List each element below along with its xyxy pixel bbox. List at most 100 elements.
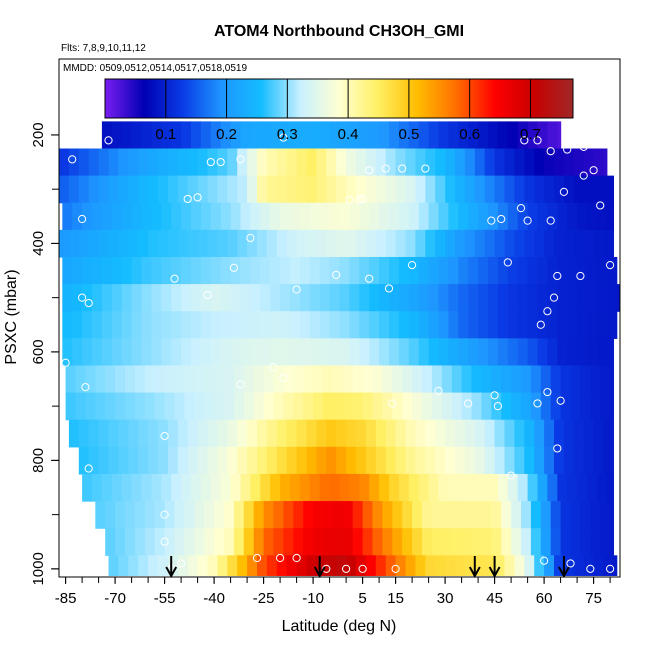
heatmap-cell: [395, 446, 407, 475]
plot-frame: [58, 58, 621, 578]
heatmap-cell: [332, 528, 344, 556]
heatmap-cell: [115, 392, 126, 421]
heatmap-cell: [148, 148, 159, 177]
heatmap-cell: [296, 229, 308, 258]
heatmap-cell: [362, 392, 374, 421]
heatmap-cell: [494, 446, 506, 475]
observation-point: [160, 431, 169, 441]
heatmap-cell: [329, 256, 341, 285]
heatmap-cell: [412, 365, 423, 394]
heatmap-cell: [372, 528, 383, 556]
heatmap-cell: [517, 284, 529, 312]
heatmap-cell: [164, 392, 176, 421]
heatmap-cell: [484, 229, 496, 258]
heatmap-cell: [220, 338, 232, 367]
heatmap-cell: [141, 311, 152, 339]
heatmap-cell: [445, 148, 456, 177]
heatmap-cell: [514, 229, 525, 258]
heatmap-cell: [504, 419, 515, 448]
heatmap-cell: [583, 419, 595, 448]
heatmap-cell: [101, 284, 113, 312]
heatmap-cell: [293, 365, 304, 394]
heatmap-cell: [372, 365, 383, 394]
x-tick-label: 15: [387, 590, 404, 607]
observation-point: [84, 464, 93, 473]
observation-point: [236, 155, 245, 164]
flight-arrow-head: [313, 566, 326, 579]
heatmap-cell: [547, 121, 558, 150]
observation-point: [81, 383, 90, 392]
heatmap-cell: [385, 175, 397, 204]
observation-point: [292, 285, 301, 294]
observation-point: [206, 157, 215, 167]
heatmap-cell: [560, 501, 572, 529]
heatmap-cell: [530, 501, 542, 529]
heatmap-cell: [537, 311, 548, 339]
heatmap-cell: [240, 473, 251, 502]
heatmap-cell: [464, 446, 476, 475]
heatmap-cell: [108, 419, 119, 448]
heatmap-cell: [382, 365, 393, 394]
heatmap-cell: [339, 473, 350, 502]
heatmap-cell: [392, 501, 403, 529]
heatmap-cell: [573, 555, 585, 576]
heatmap-cell: [131, 256, 143, 285]
heatmap-cell: [82, 311, 93, 339]
heatmap-cell: [438, 473, 449, 502]
heatmap-cell: [517, 202, 529, 231]
heatmap-cell: [497, 473, 509, 502]
heatmap-cell: [507, 311, 519, 339]
heatmap-cell: [240, 338, 251, 367]
heatmap-cell: [557, 256, 568, 285]
heatmap-cell: [346, 148, 357, 177]
heatmap-cell: [243, 392, 255, 421]
heatmap-cell: [379, 202, 390, 231]
heatmap-cell: [197, 229, 209, 258]
heatmap-cell: [336, 446, 347, 475]
heatmap-cell: [342, 528, 354, 556]
heatmap-cell: [402, 365, 413, 394]
heatmap-cell: [359, 256, 370, 285]
heatmap-cell: [217, 446, 228, 475]
observation-point: [606, 564, 615, 573]
heatmap-cell: [527, 311, 539, 339]
observation-point: [279, 373, 288, 383]
heatmap-cell: [445, 555, 456, 576]
heatmap-cell: [507, 256, 519, 285]
heatmap-cell: [326, 229, 337, 258]
heatmap-cell: [491, 528, 502, 556]
heatmap-cell: [105, 365, 116, 394]
heatmap-cell: [550, 392, 562, 421]
heatmap-cell: [220, 256, 232, 285]
heatmap-cell: [247, 419, 258, 448]
heatmap-cell: [527, 121, 539, 150]
heatmap-cell: [491, 392, 502, 421]
heatmap-cell: [504, 148, 515, 177]
heatmap-cell: [600, 501, 611, 529]
heatmap-cell: [557, 284, 568, 312]
heatmap-cell: [336, 555, 347, 576]
heatmap-cell: [115, 501, 126, 529]
heatmap-cell: [488, 256, 499, 285]
heatmap-cell: [313, 392, 324, 421]
heatmap-cell: [92, 284, 103, 312]
observation-point: [408, 261, 417, 270]
heatmap-cell: [316, 148, 327, 177]
heatmap-cell: [352, 365, 364, 394]
heatmap-cell: [441, 392, 453, 421]
heatmap-cell: [415, 148, 426, 177]
heatmap-cell: [521, 365, 532, 394]
heatmap-cell: [214, 365, 225, 394]
heatmap-cell: [141, 284, 152, 312]
heatmap-cell: [174, 501, 185, 529]
heatmap-cell: [316, 555, 327, 576]
observation-point: [160, 537, 169, 546]
observation-point: [464, 399, 473, 408]
heatmap-cell: [438, 311, 449, 339]
observation-point: [279, 133, 288, 142]
heatmap-cell: [131, 473, 143, 502]
heatmap-cell: [296, 446, 308, 475]
heatmap-cell: [603, 446, 614, 475]
heatmap-cell: [451, 392, 463, 421]
heatmap-cell: [144, 528, 156, 556]
